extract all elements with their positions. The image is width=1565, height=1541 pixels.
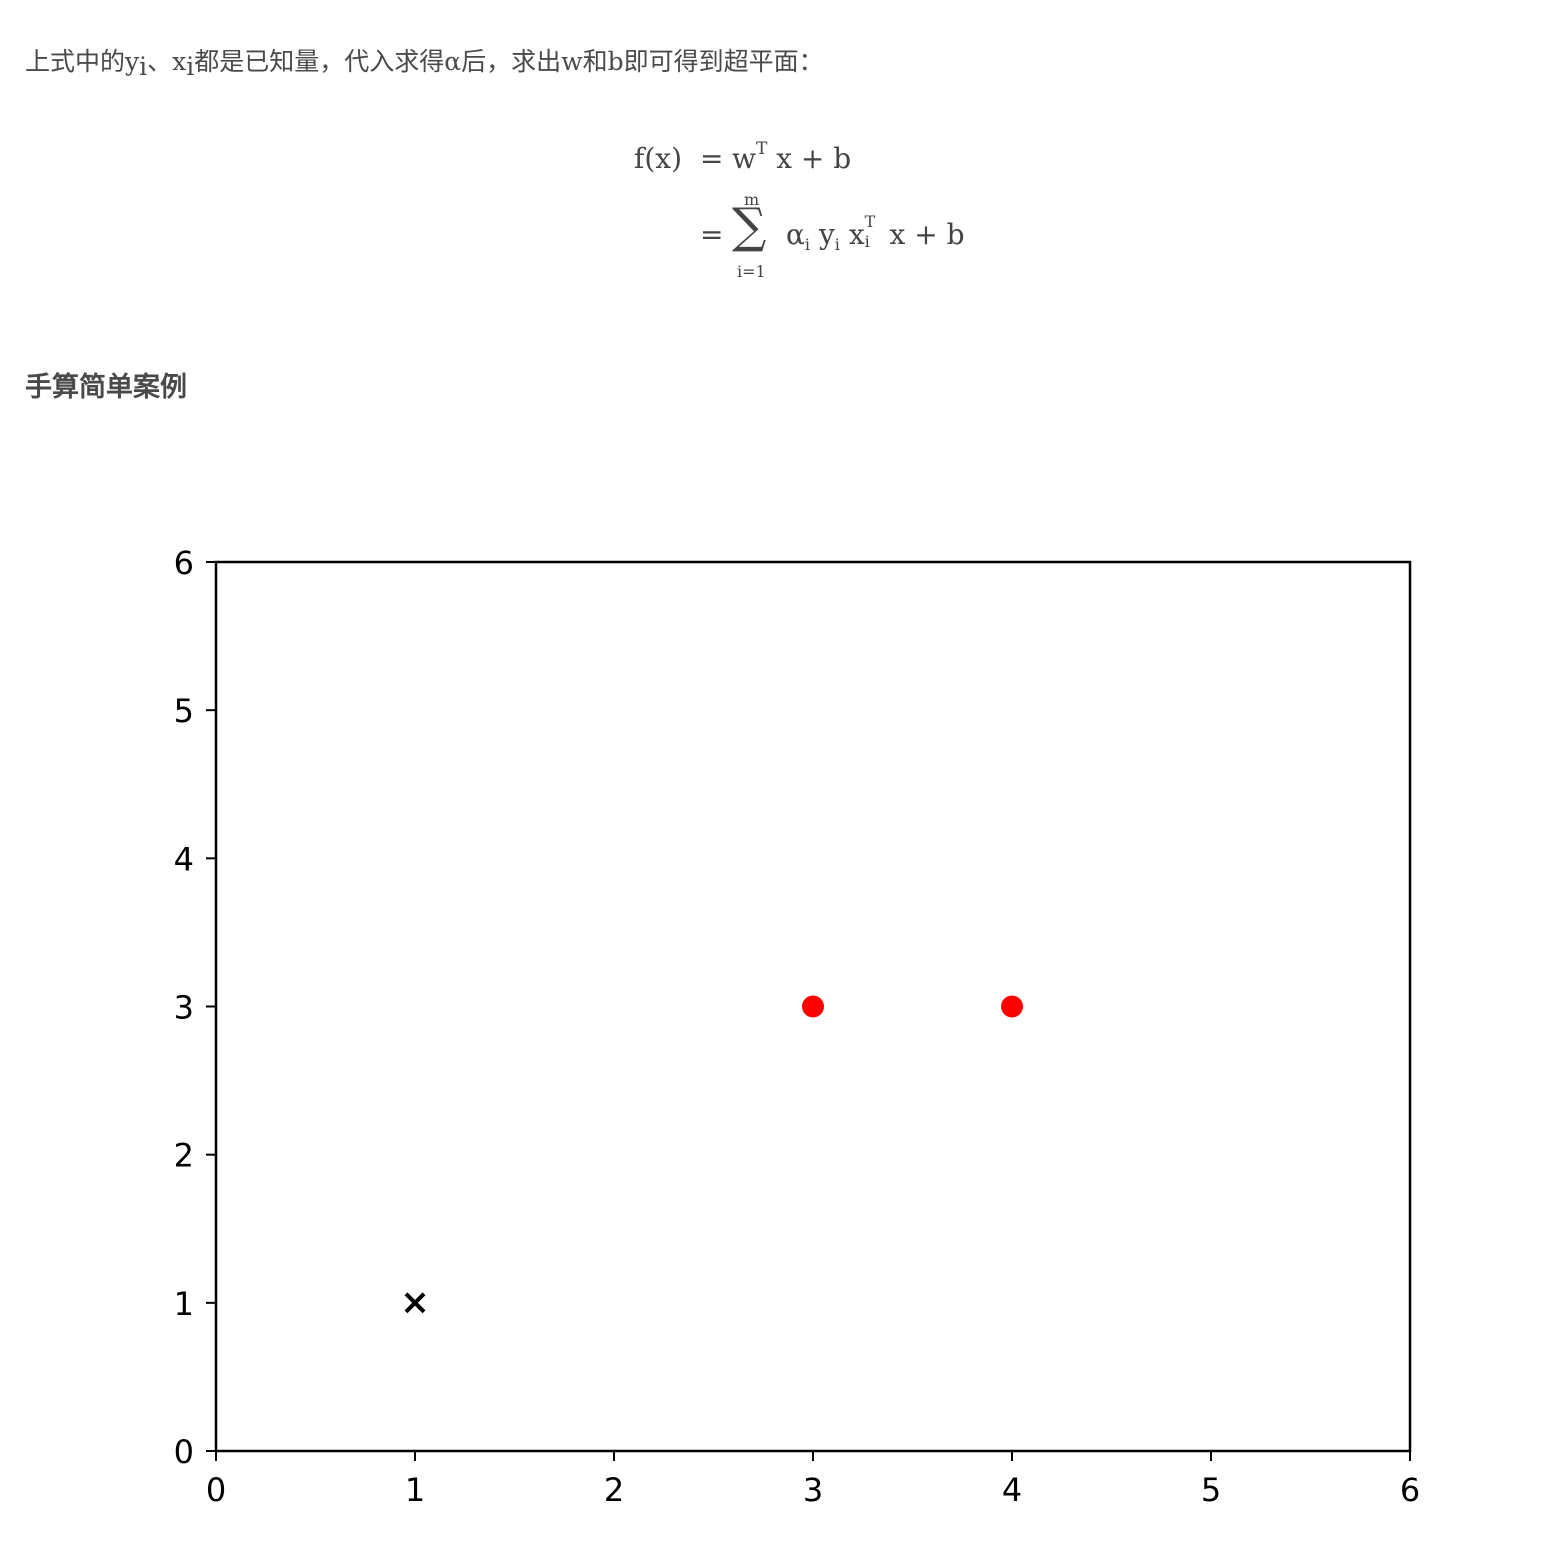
- intro-text-5: 即可得到超平面：: [623, 47, 824, 76]
- formula-w: w: [732, 142, 756, 175]
- x-tick-label: 6: [1400, 1471, 1420, 1509]
- intro-b-var: b: [607, 47, 624, 76]
- intro-text-4: 和: [582, 47, 608, 76]
- y-tick-label: 1: [174, 1285, 194, 1323]
- y-tick-label: 4: [174, 840, 194, 878]
- intro-text-1: 上式中的: [25, 47, 126, 76]
- intro-separator: 、: [147, 47, 173, 76]
- y-tick-label: 0: [174, 1433, 194, 1471]
- formula-rhs-1: wT x + b: [732, 139, 852, 175]
- formula-equals-2: =: [700, 218, 724, 251]
- formula-equals-1: =: [700, 142, 724, 175]
- sum-lower-limit: i=1: [737, 262, 766, 281]
- formula-alpha: α: [786, 218, 805, 251]
- x-tick-label: 3: [803, 1471, 823, 1509]
- data-point-x: [404, 1292, 426, 1314]
- intro-text-2: 都是已知量，代入求得: [194, 47, 445, 76]
- intro-paragraph: 上式中的yi、xi都是已知量，代入求得α后，求出w和b即可得到超平面：: [25, 42, 824, 87]
- formula-y: y: [818, 218, 835, 251]
- x-tick-label: 4: [1002, 1471, 1022, 1509]
- intro-y-sub: i: [139, 52, 148, 81]
- x-tick-label: 1: [405, 1471, 425, 1509]
- formula-rhs-1-tail: x + b: [776, 142, 852, 175]
- sigma-symbol: ∑: [732, 198, 767, 254]
- section-heading: 手算简单案例: [25, 372, 187, 403]
- data-point-circle: [802, 995, 824, 1018]
- formula-x: x: [848, 218, 865, 251]
- x-tick-label: 0: [206, 1471, 226, 1509]
- data-point-circle: [1001, 995, 1023, 1018]
- intro-alpha: α: [444, 47, 462, 76]
- intro-y-var: y: [125, 47, 140, 76]
- y-tick-label: 6: [174, 544, 194, 582]
- formula-x-sub: i: [864, 232, 870, 251]
- formula-rhs-2-tail: x + b: [889, 218, 965, 251]
- x-tick-label: 2: [604, 1471, 624, 1509]
- y-tick-label: 5: [174, 692, 194, 730]
- formula-y-sub: i: [834, 235, 840, 254]
- intro-x-sub: i: [186, 52, 195, 81]
- formula-lhs: f(x): [634, 142, 683, 175]
- intro-text-3: 后，求出: [461, 47, 562, 76]
- sum-upper-limit: m: [744, 190, 760, 209]
- x-tick-label: 5: [1201, 1471, 1221, 1509]
- formula-alpha-sub: i: [804, 235, 811, 254]
- y-tick-label: 3: [174, 989, 194, 1027]
- formula-x-sup: T: [864, 212, 876, 231]
- intro-x-var: x: [172, 47, 187, 76]
- formula-w-sup: T: [755, 139, 768, 159]
- y-tick-label: 2: [174, 1137, 194, 1175]
- intro-w-var: w: [561, 47, 583, 76]
